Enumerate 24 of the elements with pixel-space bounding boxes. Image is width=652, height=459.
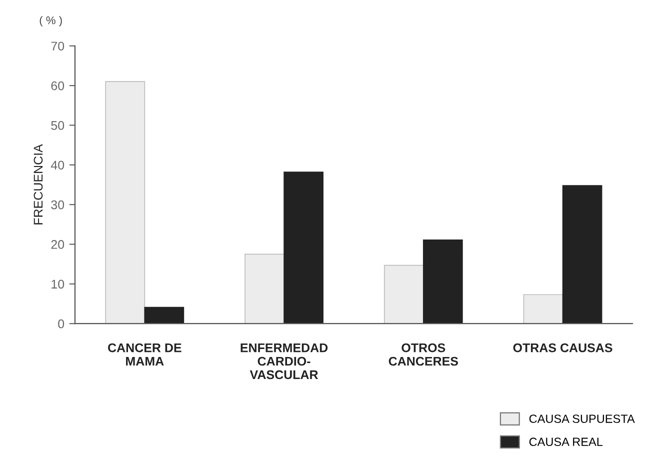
x-tick-label: OTROS CANCERES — [388, 343, 458, 366]
bar — [422, 239, 463, 324]
x-tick-label: ENFERMEDAD CARDIO- VASCULAR — [240, 344, 328, 380]
bar — [244, 254, 284, 324]
bar — [144, 306, 184, 324]
y-tick-label: 60 — [51, 81, 64, 90]
y-axis-title: FRECUENCIA — [34, 144, 43, 224]
y-tick-label: 40 — [50, 160, 64, 170]
y-tick-label: 70 — [51, 42, 64, 51]
y-tick-label: 0 — [58, 319, 64, 328]
legend-label: CAUSA REAL — [529, 438, 603, 446]
bar — [523, 294, 564, 324]
bar — [384, 264, 424, 324]
bar — [105, 81, 146, 324]
y-tick-label: 20 — [51, 240, 64, 249]
bar — [284, 172, 324, 324]
y-tick-label: 50 — [51, 121, 64, 130]
legend-label: CAUSA SUPUESTA — [529, 414, 635, 423]
text: ( % ) — [40, 16, 62, 26]
y-tick-label: 10 — [52, 280, 64, 289]
x-tick-label: OTRAS CAUSAS — [513, 343, 612, 352]
y-tick-label: 30 — [51, 200, 64, 210]
x-tick-label: CANCER DE MAMA — [108, 343, 182, 366]
bar — [562, 185, 602, 324]
